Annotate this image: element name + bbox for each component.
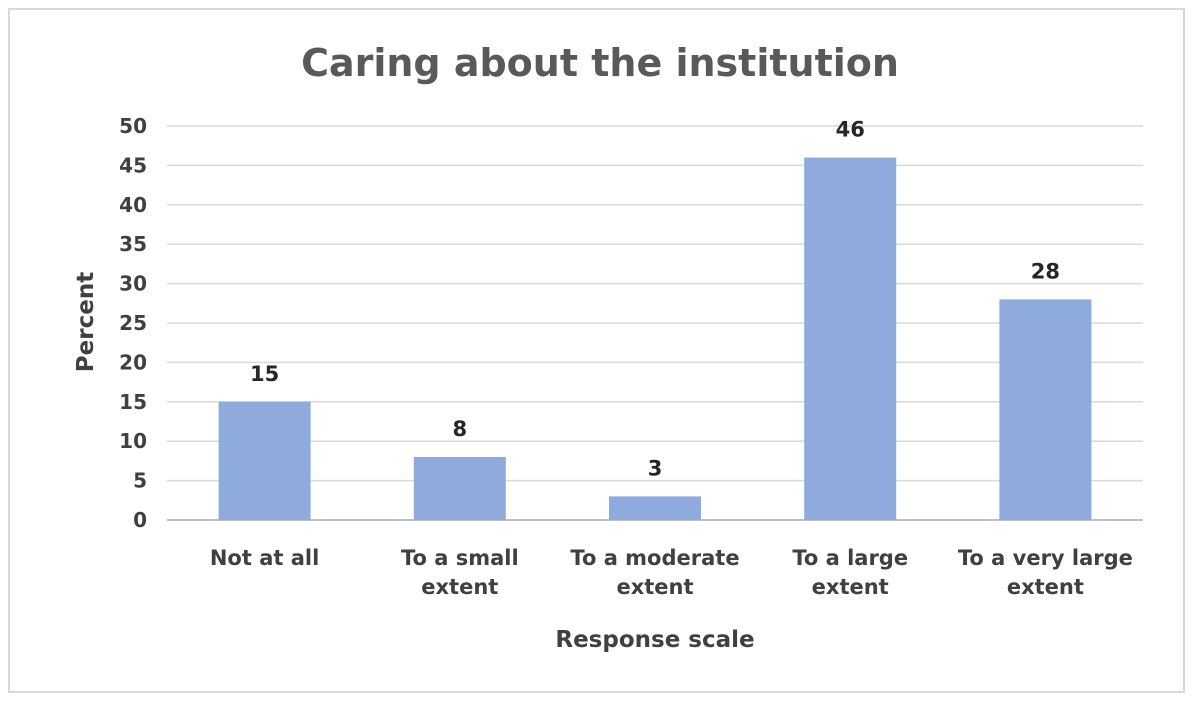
x-tick-label: To a moderate extent [570,546,739,599]
y-tick-label: 20 [119,350,147,374]
gridlines [167,125,1143,521]
y-tick-label: 0 [133,508,147,532]
y-tick-label: 45 [119,153,147,177]
bar [804,157,897,520]
y-tick-label: 15 [119,390,147,414]
y-tick-label: 35 [119,232,147,256]
bar [999,299,1092,520]
y-tick-label: 25 [119,311,147,335]
y-tick-label: 30 [119,272,147,296]
x-tick-label: Not at all [210,546,319,570]
y-axis-ticks: 0 5 10 15 20 25 30 35 40 45 50 [119,114,147,532]
x-tick-label: To a very large extent [958,546,1133,599]
x-axis-categories: Not at all To a small extent To a moderate e… [210,546,1133,599]
y-tick-label: 10 [119,429,147,453]
bar [609,496,701,520]
bar [218,401,311,520]
data-labels: 15 8 3 46 28 [250,118,1060,481]
x-axis-label: Response scale [555,627,754,653]
y-tick-label: 5 [133,469,147,493]
chart-title: Caring about the institution [301,41,899,85]
data-label: 8 [452,417,467,441]
y-tick-label: 40 [119,193,147,217]
bars [218,157,1092,520]
data-label: 15 [250,362,279,386]
data-label: 28 [1031,259,1060,283]
bar [413,456,506,520]
chart-frame [8,8,1185,693]
y-tick-label: 50 [119,114,147,138]
data-label: 46 [836,118,865,142]
data-label: 3 [648,456,663,480]
y-axis-label: Percent [73,272,99,372]
x-tick-label: To a large extent [792,546,908,599]
x-tick-label: To a small extent [401,546,519,599]
